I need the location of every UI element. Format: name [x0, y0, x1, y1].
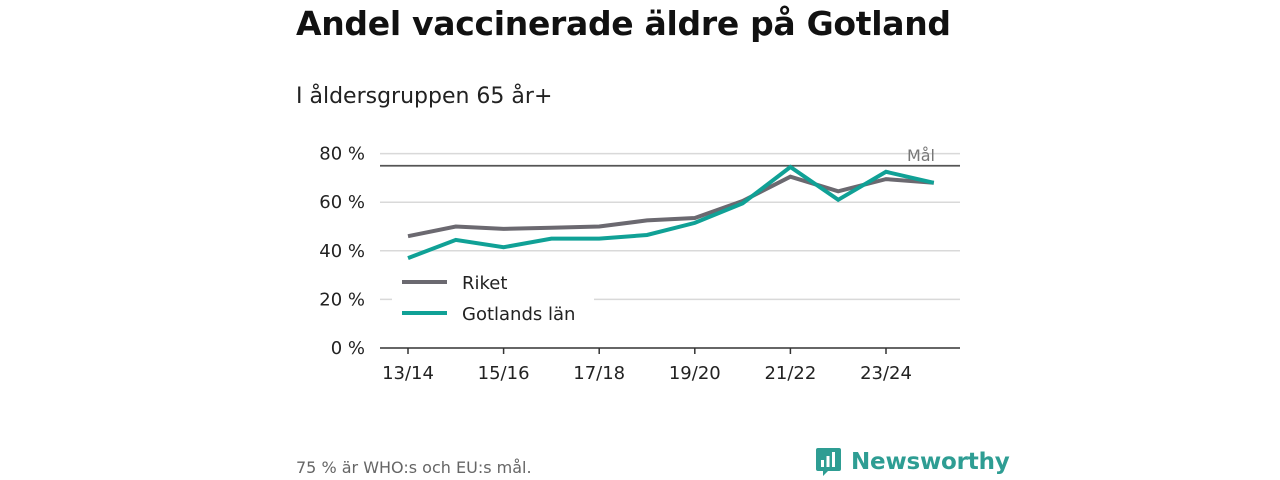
y-tick-label: 20 % — [319, 289, 365, 310]
x-tick-label: 23/24 — [860, 363, 912, 384]
line-chart: Mål 0 % 20 % 40 % 60 % 80 % 13/14 15/16 17/18 19… — [319, 144, 960, 384]
x-tick-label: 19/20 — [669, 363, 721, 384]
x-tick-label: 17/18 — [573, 363, 625, 384]
reference-line-group: Mål — [380, 146, 960, 167]
series-line-riket — [407, 174, 934, 239]
series-lines — [407, 164, 935, 260]
brand-name: Newsworthy — [851, 449, 1010, 475]
x-tick-label: 13/14 — [382, 363, 434, 384]
y-tick-label: 0 % — [331, 338, 365, 359]
legend-label: Riket — [462, 273, 507, 294]
legend: Riket Gotlands län — [392, 266, 594, 332]
y-tick-label: 40 % — [319, 241, 365, 262]
footnote: 75 % är WHO:s och EU:s mål. — [296, 458, 532, 477]
x-tick-label: 21/22 — [764, 363, 816, 384]
legend-background — [392, 266, 594, 332]
chart-title: Andel vaccinerade äldre på Gotland — [296, 4, 951, 43]
y-tick-label: 80 % — [319, 144, 365, 165]
chart-subtitle: I åldersgruppen 65 år+ — [296, 84, 553, 109]
axes: 0 % 20 % 40 % 60 % 80 % 13/14 15/16 17/18 19/20 2… — [319, 144, 960, 384]
legend-label: Gotlands län — [462, 304, 575, 325]
brand[interactable]: Newsworthy — [815, 446, 1010, 478]
x-tick-label: 15/16 — [478, 363, 530, 384]
reference-line-label: Mål — [907, 146, 935, 165]
newsworthy-logo-icon — [816, 448, 841, 476]
y-tick-label: 60 % — [319, 192, 365, 213]
series-line-gotlands-län — [407, 164, 935, 260]
